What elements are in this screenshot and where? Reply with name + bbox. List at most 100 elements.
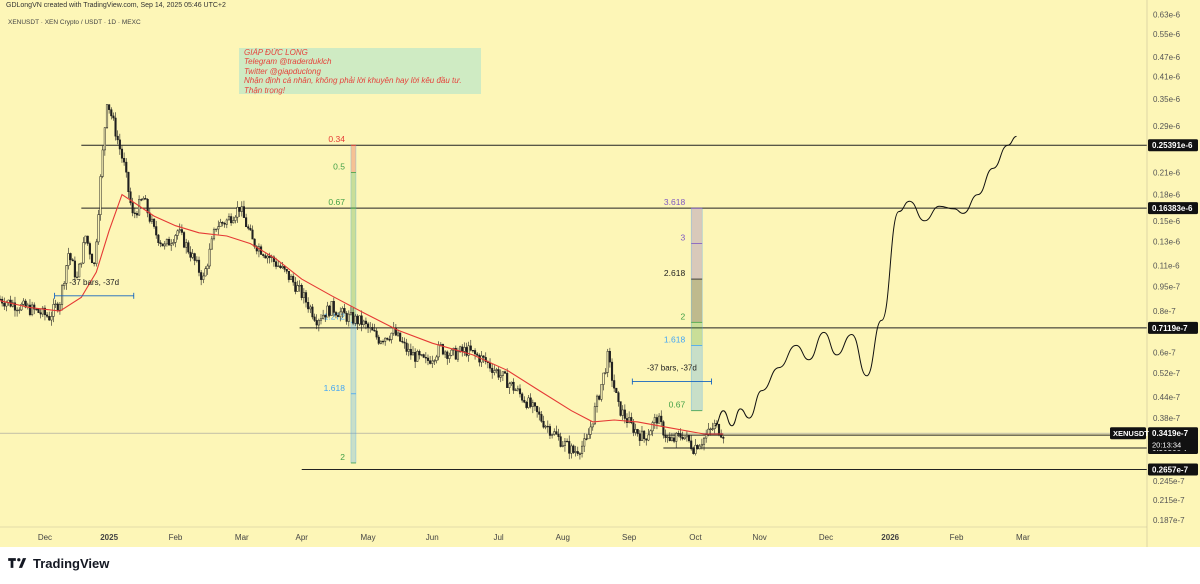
candle-body — [533, 402, 537, 407]
note-line: Nhận định cá nhân, không phải lời khuyên… — [244, 76, 462, 86]
candle-body — [296, 285, 299, 292]
price-tick-label: 0.41e-6 — [1153, 72, 1181, 81]
price-tick-label: 0.63e-6 — [1153, 11, 1181, 20]
candle-body — [11, 302, 14, 307]
candle-body — [722, 437, 725, 439]
tradingview-footer[interactable]: TradingView — [8, 553, 109, 573]
candle-body — [576, 451, 579, 454]
candle-body — [110, 109, 113, 117]
candle-body — [236, 206, 239, 218]
fib-zone — [691, 322, 703, 346]
time-tick-label: Jul — [493, 533, 503, 542]
candle-body — [289, 275, 293, 280]
candle-body — [621, 409, 624, 416]
candle-body — [506, 372, 509, 388]
candle-body — [161, 243, 164, 247]
candle-body — [86, 235, 89, 244]
candle-body — [114, 117, 117, 137]
candle-body — [619, 401, 622, 416]
candle-body — [679, 433, 682, 438]
fib-zone — [691, 208, 703, 244]
candle-body — [157, 234, 160, 243]
candle-body — [28, 304, 32, 315]
price-tick-label: 0.187e-7 — [1153, 516, 1185, 525]
time-tick-label: Aug — [556, 533, 570, 542]
candle-body — [690, 440, 693, 450]
price-tick-label: 0.55e-6 — [1153, 30, 1181, 39]
candle-body — [279, 265, 282, 268]
candle-body — [694, 444, 697, 454]
candle-body — [182, 232, 186, 248]
time-tick-label: Apr — [296, 533, 309, 542]
candle-body — [664, 434, 667, 438]
candle-body — [429, 360, 432, 364]
candle-body — [172, 242, 175, 245]
created-by-text: GDLongVN created with TradingView.com, S… — [6, 2, 226, 9]
candle-body — [127, 171, 130, 192]
moving-average-line — [0, 193, 724, 435]
candle-body — [50, 316, 53, 321]
candle-body — [317, 319, 320, 326]
price-level-tag-bg — [1148, 202, 1198, 215]
candle-body — [195, 259, 198, 262]
candle-body — [337, 314, 340, 318]
price-level-tag-bg — [1148, 463, 1198, 476]
candle-body — [681, 436, 684, 440]
candle-body — [178, 229, 181, 232]
candle-body — [170, 243, 173, 246]
time-tick-label: Mar — [235, 533, 249, 542]
candle-body — [542, 420, 545, 428]
candle-body — [3, 302, 6, 307]
candle-body — [54, 303, 57, 305]
candle-body — [595, 395, 599, 407]
candle-body — [309, 306, 312, 310]
candle-body — [234, 216, 237, 221]
candle-body — [35, 308, 38, 311]
candle-body — [390, 332, 393, 340]
candle-body — [668, 436, 671, 441]
fib-level-label: 1.618 — [324, 383, 346, 393]
candle-body — [56, 303, 59, 311]
candle-body — [249, 228, 252, 231]
candle-body — [570, 445, 573, 454]
candle-body — [304, 292, 308, 303]
fib-zone — [350, 322, 356, 394]
candle-body — [63, 283, 66, 286]
candle-body — [174, 235, 177, 243]
price-tick-label: 0.29e-6 — [1153, 122, 1181, 131]
candle-body — [123, 157, 126, 163]
fib-level-label: 2 — [340, 452, 345, 462]
candle-body — [488, 362, 492, 369]
fib-zone — [691, 345, 703, 411]
fib-level-label: 1.272 — [324, 311, 346, 321]
candle-body — [146, 199, 149, 214]
candle-body — [272, 256, 275, 262]
candle-body — [112, 115, 115, 119]
candle-body — [39, 312, 42, 315]
candle-body — [330, 301, 333, 316]
fib-level-label: 3.618 — [664, 197, 686, 207]
candle-body — [294, 281, 297, 292]
candle-body — [561, 445, 564, 447]
candle-body — [433, 360, 436, 362]
candle-body — [655, 417, 659, 424]
candle-body — [450, 349, 453, 356]
fib-level-label: 0.67 — [328, 197, 345, 207]
candle-body — [544, 425, 547, 428]
candle-body — [666, 436, 669, 439]
note-line: Thận trọng! — [244, 85, 285, 95]
candle-body — [593, 406, 596, 425]
fib-zone — [350, 172, 356, 209]
candle-body — [446, 351, 449, 359]
candle-body — [46, 314, 49, 317]
candle-body — [99, 176, 102, 215]
candle-body — [140, 199, 143, 201]
time-tick-label: Dec — [38, 533, 52, 542]
candle-body — [287, 270, 290, 280]
candle-body — [420, 354, 423, 356]
candle-body — [362, 320, 365, 325]
candle-body — [527, 397, 530, 408]
candle-body — [503, 371, 507, 374]
